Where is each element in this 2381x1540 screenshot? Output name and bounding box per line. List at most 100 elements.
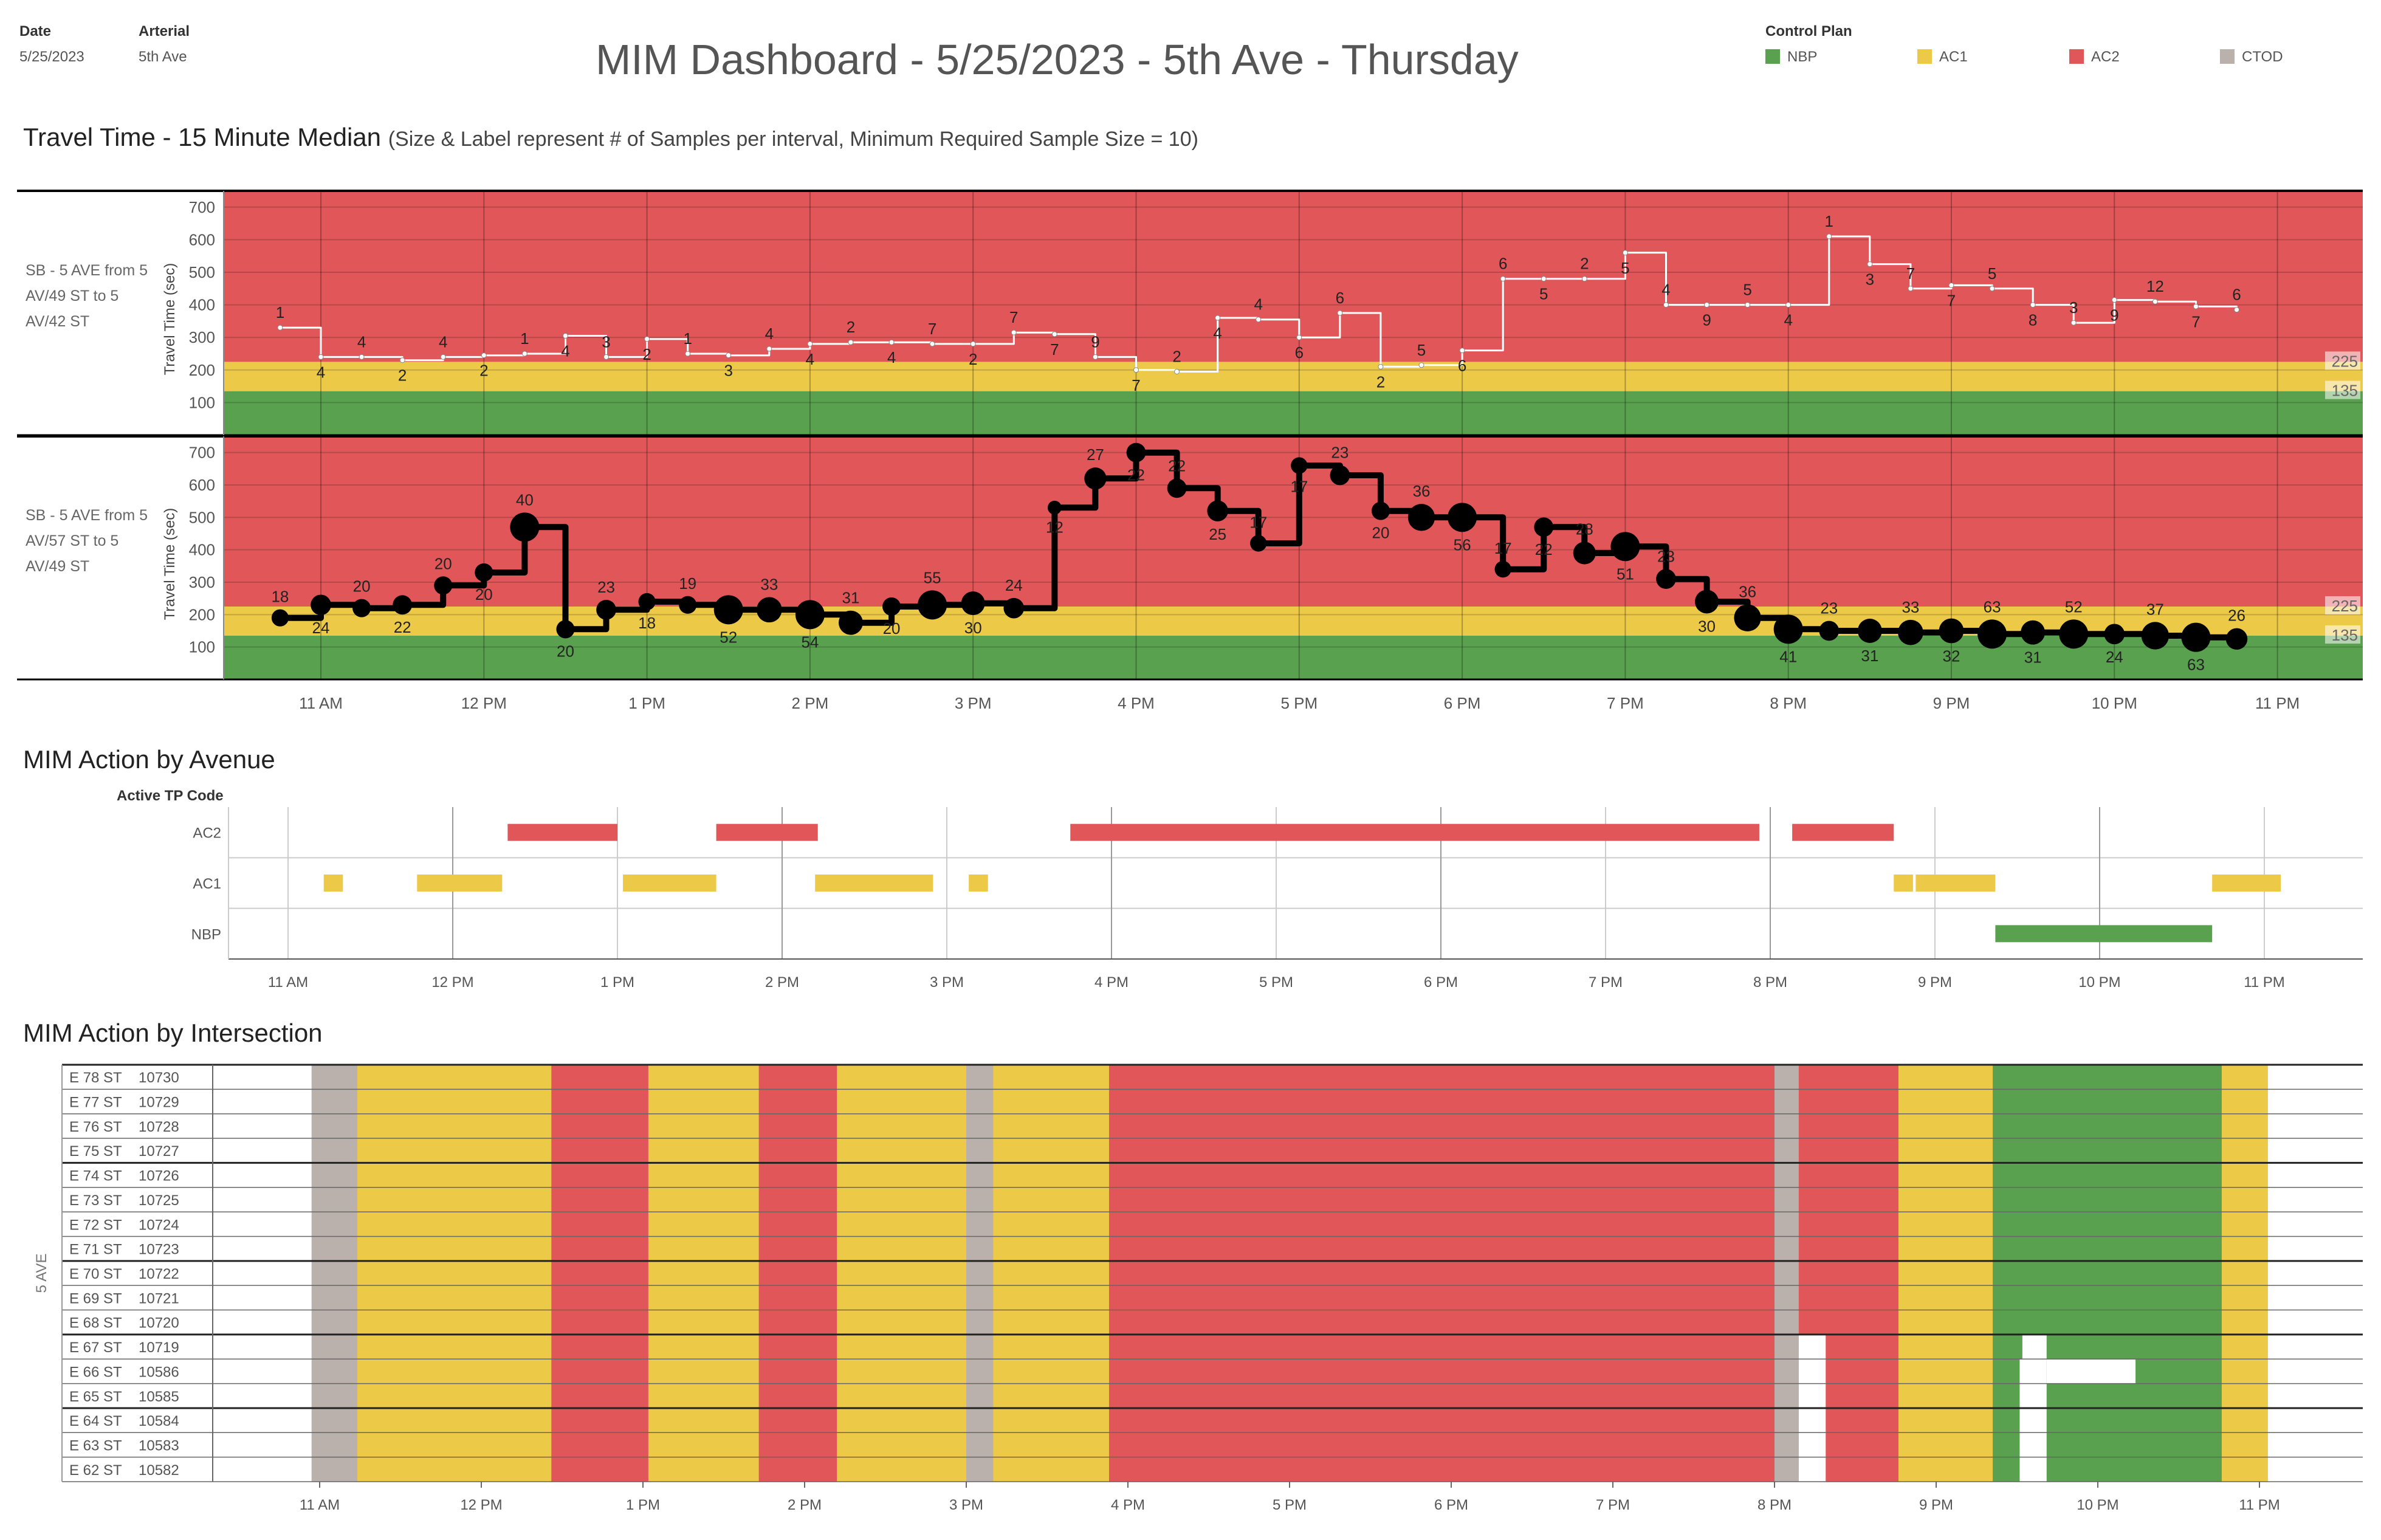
intersection-cell-ac1	[1898, 1212, 1993, 1237]
intersection-cell-ac1	[2221, 1334, 2268, 1360]
x-tick-label: 1 PM	[628, 694, 665, 712]
data-point	[2193, 303, 2199, 309]
sample-count-label: 36	[1739, 582, 1756, 600]
x-tick-label: 9 PM	[1933, 694, 1970, 712]
control-plan-legend: Control Plan NBP AC1 AC2 CTOD	[1765, 23, 2283, 65]
intersection-cell-ac1	[1898, 1138, 1993, 1164]
intersection-cell-ac2	[1108, 1065, 1775, 1090]
threshold-label-bg	[2325, 380, 2360, 399]
intersection-cell-ac1	[648, 1163, 760, 1188]
intersection-cell-ac1	[993, 1432, 1110, 1458]
data-point	[562, 333, 568, 339]
x-tick-label: 10 PM	[2092, 694, 2137, 712]
intersection-cell-ac1	[357, 1089, 552, 1115]
intersection-cell-ac2	[1108, 1113, 1775, 1139]
intersection-cell-ac1	[2221, 1187, 2268, 1212]
data-point	[1785, 302, 1792, 308]
intersection-cell-ac1	[357, 1457, 552, 1482]
data-point	[2059, 619, 2089, 649]
intersection-x-tick-label: 1 PM	[626, 1497, 660, 1513]
y-tick-label: 200	[189, 361, 215, 379]
sample-count-label: 7	[2191, 312, 2200, 331]
intersection-id-label: 10582	[139, 1462, 179, 1479]
travel-time-subtitle: (Size & Label represent # of Samples per…	[388, 128, 1198, 151]
sample-count-label: 19	[679, 574, 696, 593]
sample-count-label: 20	[883, 619, 901, 638]
sample-count-label: 17	[1494, 539, 1512, 557]
intersection-cell-ac1	[2221, 1236, 2268, 1262]
legend-item-nbp[interactable]: NBP	[1765, 49, 1817, 66]
legend-item-ac2[interactable]: AC2	[2069, 49, 2120, 66]
intersection-id-label: 10721	[139, 1290, 179, 1307]
arterial-label: Arterial	[139, 23, 190, 40]
x-tick-label: 5 PM	[1280, 694, 1318, 712]
avenue-x-tick-label: 12 PM	[431, 974, 473, 991]
intersection-id-label: 10725	[139, 1192, 179, 1209]
travel-time-title-text: Travel Time - 15 Minute Median	[23, 123, 382, 151]
intersection-street-label: E 68 ST	[69, 1315, 122, 1332]
intersection-cell-ac2	[551, 1113, 649, 1139]
y-tick-label: 600	[189, 476, 215, 494]
sample-count-label: 18	[271, 588, 289, 606]
data-point	[2030, 302, 2036, 308]
intersection-cell-ctod	[966, 1334, 994, 1360]
data-point	[1174, 368, 1180, 374]
sample-count-label: 2	[1580, 255, 1589, 273]
intersection-x-tick-label: 6 PM	[1434, 1497, 1468, 1513]
sample-count-label: 8	[2029, 311, 2037, 329]
intersection-id-label: 10722	[139, 1266, 179, 1282]
intersection-cell-ac1	[993, 1113, 1110, 1139]
sample-count-label: 7	[1009, 308, 1018, 326]
data-point	[1133, 367, 1139, 373]
sample-count-label: 6	[1499, 255, 1507, 273]
data-point	[713, 595, 743, 625]
intersection-id-label: 10584	[139, 1413, 179, 1429]
intersection-cell-ac1	[837, 1432, 967, 1458]
avenue-row-label: AC2	[193, 825, 221, 842]
sample-count-label: 31	[2024, 648, 2042, 667]
intersection-cell-gap	[1798, 1334, 1826, 1360]
data-point	[521, 351, 527, 357]
x-tick-label: 7 PM	[1607, 694, 1644, 712]
legend-swatch-ctod	[2220, 49, 2235, 64]
avenue-x-tick-label: 1 PM	[600, 974, 634, 991]
data-point	[1256, 317, 1262, 323]
sample-count-label: 2	[1376, 373, 1385, 391]
legend-item-ac1[interactable]: AC1	[1917, 49, 1968, 66]
intersection-cell-ac2	[1798, 1113, 1899, 1139]
intersection-cell-ac2	[1798, 1089, 1899, 1115]
avenue-x-tick-label: 10 PM	[2078, 974, 2120, 991]
intersection-cell-ctod	[311, 1212, 358, 1237]
intersection-cell-ac2	[1798, 1163, 1899, 1188]
data-point	[1826, 233, 1832, 239]
avenue-plan-bar-ac1	[623, 875, 716, 892]
x-tick-label: 4 PM	[1118, 694, 1155, 712]
data-point	[1330, 465, 1350, 486]
avenue-x-tick-label: 7 PM	[1589, 974, 1623, 991]
intersection-cell-ctod	[311, 1383, 358, 1409]
threshold-label-bg	[2325, 351, 2360, 370]
legend-item-ctod[interactable]: CTOD	[2220, 49, 2283, 66]
sample-count-label: 63	[2187, 656, 2205, 674]
data-point	[1898, 619, 1923, 645]
data-point	[685, 351, 691, 357]
intersection-cell-ac2	[551, 1285, 649, 1311]
sample-count-label: 24	[1005, 576, 1023, 594]
intersection-cell-gap	[2019, 1432, 2047, 1458]
band-ac1	[224, 362, 2363, 391]
data-point	[271, 609, 289, 627]
data-point	[1656, 569, 1676, 590]
x-tick-label: 6 PM	[1444, 694, 1481, 712]
data-point	[2104, 624, 2125, 645]
data-point	[2141, 622, 2170, 650]
sample-count-label: 20	[557, 642, 574, 660]
intersection-cell-ac1	[837, 1163, 967, 1188]
data-point	[961, 591, 985, 616]
y-tick-label: 400	[189, 541, 215, 559]
data-point	[2021, 620, 2046, 645]
sample-count-label: 22	[1535, 540, 1553, 559]
intersection-cell-ac1	[837, 1113, 967, 1139]
avenue-x-tick-label: 8 PM	[1753, 974, 1787, 991]
sample-count-label: 4	[1213, 324, 1221, 342]
sample-count-label: 4	[1254, 295, 1262, 314]
